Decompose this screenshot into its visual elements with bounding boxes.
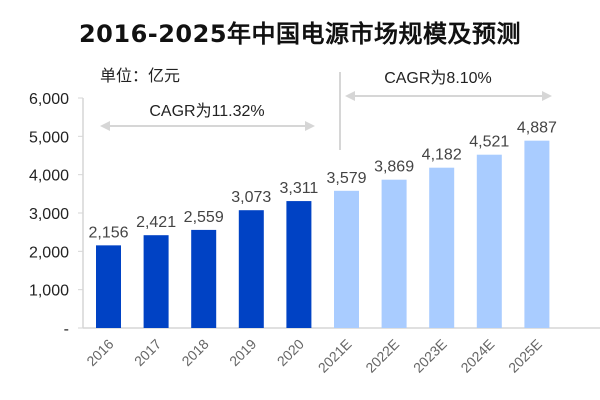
x-tick-label: 2025E (505, 336, 545, 376)
data-label: 3,073 (231, 189, 271, 206)
x-tick-label: 2022E (362, 336, 402, 376)
bar-2019 (238, 210, 264, 328)
x-tick-label: 2018 (178, 336, 211, 369)
data-label: 4,521 (469, 134, 509, 151)
bar-2020 (286, 201, 312, 328)
data-label: 3,869 (374, 159, 414, 176)
x-tick-label: 2016 (83, 336, 116, 369)
y-tick-label: - (64, 321, 69, 338)
cagr-annotation: CAGR为11.32% (149, 102, 264, 120)
x-tick-label: 2021E (315, 336, 355, 376)
chart-title: 2016-2025年中国电源市场规模及预测 (78, 20, 522, 48)
x-tick-label: 2017 (131, 336, 164, 369)
x-tick-label: 2020 (274, 336, 307, 369)
y-tick-label: 6,000 (29, 91, 69, 108)
data-label: 3,579 (326, 170, 366, 187)
y-tick-label: 5,000 (29, 129, 69, 146)
bar-2024E (476, 154, 502, 328)
x-tick-label: 2024E (457, 336, 497, 376)
y-tick-label: 3,000 (29, 206, 69, 223)
data-label: 3,311 (279, 180, 318, 197)
bar-2025E (524, 140, 550, 328)
data-label: 2,559 (184, 209, 224, 226)
data-label: 4,182 (422, 147, 462, 164)
cagr-annotation: CAGR为8.10% (384, 69, 492, 87)
x-tick-label: 2019 (226, 336, 259, 369)
bar-2017 (143, 235, 169, 328)
arrow-left-icon (100, 121, 110, 131)
arrow-left-icon (345, 91, 355, 101)
y-tick-label: 1,000 (29, 283, 69, 300)
y-tick-label: 4,000 (29, 168, 69, 185)
arrow-right-icon (305, 121, 315, 131)
unit-label: 单位：亿元 (100, 66, 181, 85)
data-label: 4,887 (517, 120, 557, 137)
bar-2022E (381, 179, 407, 328)
bar-2018 (191, 229, 217, 328)
bar-2021E (334, 190, 359, 328)
data-label: 2,421 (136, 214, 176, 231)
data-label: 2,156 (88, 224, 128, 241)
x-tick-label: 2023E (410, 336, 450, 376)
y-tick-label: 2,000 (29, 244, 69, 261)
arrow-right-icon (542, 91, 552, 101)
bar-2023E (429, 167, 455, 328)
bar-2016 (96, 245, 121, 328)
